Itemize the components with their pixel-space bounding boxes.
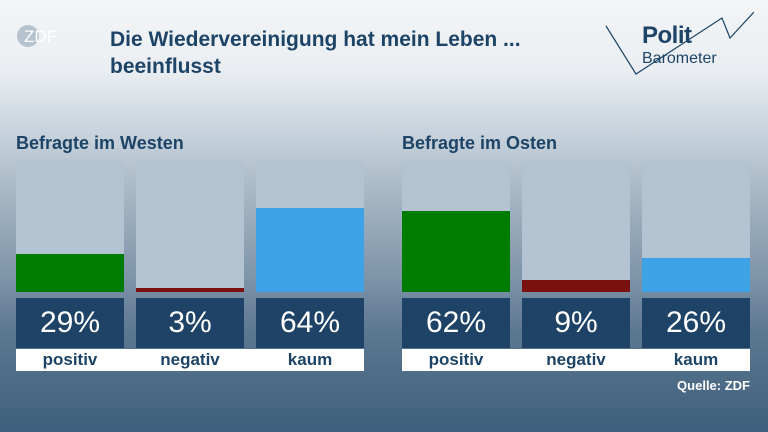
bar-east-positiv — [402, 210, 510, 292]
category-label-west-positiv: positiv — [42, 350, 98, 369]
value-label-west-negativ: 3% — [136, 298, 244, 348]
politbarometer-zigzag-icon — [605, 12, 754, 75]
bar-east-negativ — [522, 280, 630, 292]
bar-track-west-negativ — [136, 161, 244, 292]
zdf-logo: ZDF — [17, 25, 57, 47]
bar-west-positiv — [16, 254, 124, 292]
value-label-east-positiv: 62% — [402, 298, 510, 348]
category-label-east-positiv: positiv — [428, 350, 484, 369]
category-label-west-kaum: kaum — [287, 350, 333, 369]
source-note: Quelle: ZDF — [677, 378, 750, 393]
brand-barometer: Barometer — [642, 50, 717, 67]
value-label-east-kaum: 26% — [642, 298, 750, 348]
brand-polit: Polit — [642, 22, 692, 49]
category-strip-east — [402, 349, 750, 371]
value-label-west-positiv: 29% — [16, 298, 124, 348]
bar-west-kaum — [256, 208, 364, 292]
bar-track-west-kaum — [256, 161, 364, 292]
value-label-west-kaum: 64% — [256, 298, 364, 348]
group-label-west: Befragte im Westen — [16, 133, 184, 153]
politbarometer-logo: Polit Barometer — [604, 12, 754, 82]
bar-east-kaum — [642, 257, 750, 292]
bar-west-negativ — [136, 288, 244, 292]
zdf-logo-text: ZDF — [24, 27, 57, 46]
value-label-east-negativ: 9% — [522, 298, 630, 348]
bar-track-east-negativ — [522, 161, 630, 292]
category-label-east-negativ: negativ — [546, 350, 606, 369]
bar-track-east-kaum — [642, 161, 750, 292]
category-strip-west — [16, 349, 364, 371]
group-label-east: Befragte im Osten — [402, 133, 558, 153]
bar-track-west-positiv — [16, 161, 124, 292]
chart-title: Die Wiedervereinigung hat mein Leben ...… — [110, 28, 521, 78]
category-label-west-negativ: negativ — [160, 350, 220, 369]
bar-track-east-positiv — [402, 161, 510, 292]
category-label-east-kaum: kaum — [673, 350, 719, 369]
